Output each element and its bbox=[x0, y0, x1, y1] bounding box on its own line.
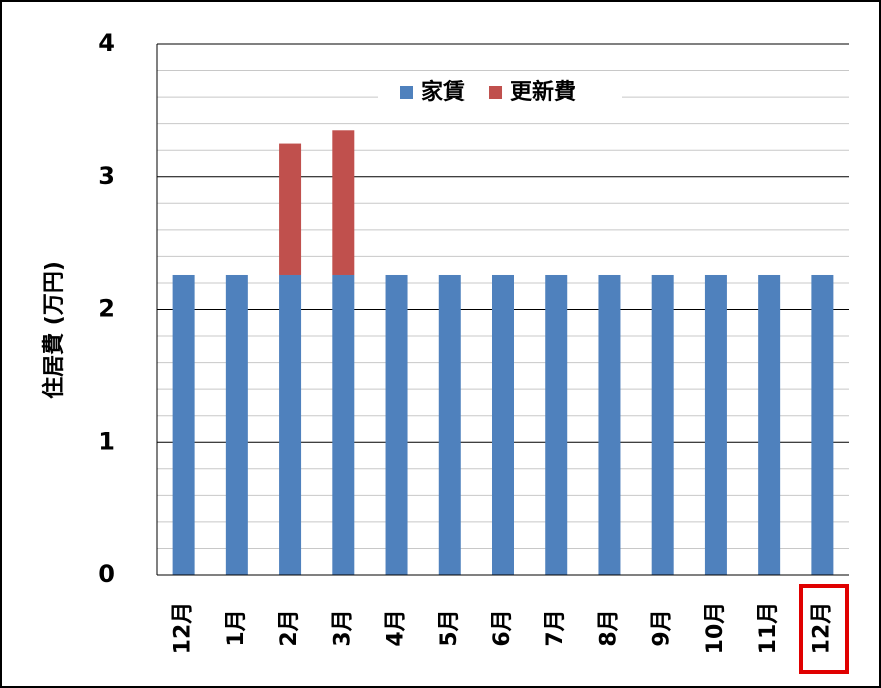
legend-swatch bbox=[489, 86, 503, 99]
bar-segment bbox=[225, 274, 248, 575]
bar-segment bbox=[332, 274, 355, 575]
bar-segment bbox=[385, 274, 408, 575]
bar-segment bbox=[279, 274, 302, 575]
legend: 家賃 更新費 bbox=[378, 74, 622, 110]
y-axis-label: 住居費 (万円) bbox=[41, 261, 67, 399]
x-tick-label: 4月 bbox=[384, 609, 409, 646]
x-tick-label: 6月 bbox=[490, 609, 515, 646]
x-tick-label: 5月 bbox=[437, 609, 462, 646]
legend-swatch bbox=[400, 86, 413, 99]
y-tick-label: 1 bbox=[98, 427, 115, 455]
x-tick-label: 3月 bbox=[330, 609, 355, 646]
highlight-box bbox=[799, 584, 849, 674]
bar-segment bbox=[492, 274, 514, 575]
bar-segment bbox=[598, 274, 621, 575]
legend-label: 更新費 bbox=[510, 79, 576, 105]
bar-segment bbox=[704, 274, 727, 575]
y-tick-label: 0 bbox=[98, 560, 115, 588]
x-tick-label: 10月 bbox=[703, 602, 728, 655]
x-tick-label: 1月 bbox=[224, 609, 249, 646]
x-tick-label: 9月 bbox=[650, 609, 675, 646]
x-tick-label: 12月 bbox=[809, 602, 834, 655]
bar-segment bbox=[545, 274, 568, 575]
bar-segment bbox=[332, 130, 355, 275]
bar-segment bbox=[758, 274, 781, 575]
bar-segment bbox=[172, 274, 195, 575]
x-tick-label: 12月 bbox=[171, 602, 196, 655]
x-tick-label: 11月 bbox=[756, 602, 781, 655]
x-tick-label: 7月 bbox=[543, 609, 568, 646]
x-tick-label: 8月 bbox=[596, 609, 621, 646]
x-tick-label: 2月 bbox=[277, 609, 302, 646]
legend-label: 家賃 bbox=[421, 79, 465, 105]
bar-segment bbox=[279, 143, 302, 275]
bar-segment bbox=[438, 274, 461, 575]
y-tick-label: 3 bbox=[98, 162, 115, 190]
y-tick-label: 4 bbox=[98, 29, 115, 57]
bar-segment bbox=[651, 274, 674, 575]
y-tick-label: 2 bbox=[98, 295, 115, 323]
bar-segment bbox=[811, 274, 834, 575]
